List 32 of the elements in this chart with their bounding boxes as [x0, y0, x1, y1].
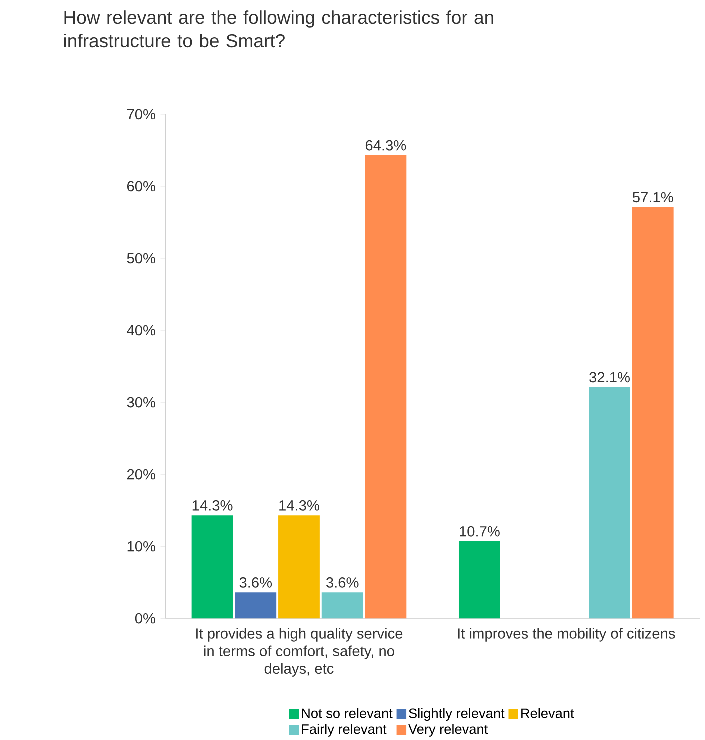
data-label: 3.6%: [326, 578, 359, 588]
data-label: 32.1%: [590, 372, 630, 383]
x-tick-label: It improves the mobility of citizens: [458, 628, 676, 642]
legend-label: Relevant: [522, 708, 574, 718]
x-tick-label: It provides a high quality service in terms of comfort, safety, no delays, etc: [196, 628, 403, 677]
data-label: 14.3%: [280, 500, 320, 511]
legend-label: Slightly relevant: [409, 708, 505, 722]
legend-label: Not so relevant: [302, 708, 393, 718]
y-tick-label: 60%: [127, 181, 156, 192]
bar: [278, 516, 320, 619]
bar: [192, 516, 234, 619]
data-label: 3.6%: [240, 578, 272, 588]
data-label: 10.7%: [460, 526, 500, 537]
bar: [458, 542, 500, 619]
bar: [632, 207, 674, 619]
y-tick-label: 30%: [127, 397, 156, 408]
y-tick-label: 10%: [128, 541, 156, 552]
y-tick-label: 40%: [127, 325, 156, 336]
bar: [365, 156, 407, 619]
bar: [322, 592, 364, 619]
y-tick-label: 50%: [127, 253, 156, 264]
data-label: 14.3%: [192, 500, 233, 511]
bar: [589, 387, 630, 619]
y-tick-label: 0%: [135, 613, 156, 624]
legend-label: Very relevant: [408, 724, 488, 737]
bar: [235, 592, 277, 619]
data-label: 64.3%: [366, 140, 406, 151]
y-tick-label: 70%: [127, 109, 156, 120]
legend-label: Fairly relevant: [302, 724, 387, 737]
chart-title: How relevant are the following characteristics for an infrastructure to be Smart?: [64, 10, 494, 48]
y-tick-label: 20%: [127, 469, 156, 480]
data-label: 57.1%: [632, 192, 674, 203]
